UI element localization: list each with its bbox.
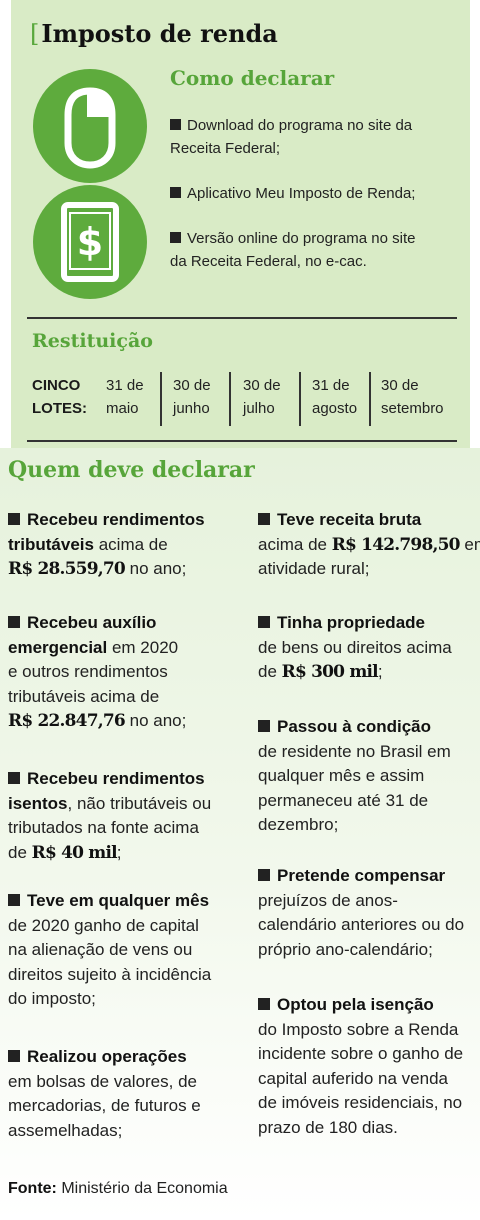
quem-deve-item: Passou à condição de residente no Brasil …	[258, 717, 451, 834]
bullet-square	[170, 232, 181, 243]
lote-4: 31 de agosto	[312, 377, 358, 417]
bullet-square	[258, 869, 270, 881]
divider	[27, 317, 457, 319]
como-declarar-heading: Como declarar	[170, 66, 335, 90]
declarar-item-aplicativo: Aplicativo Meu Imposto de Renda;	[170, 182, 445, 205]
quem-deve-item: Recebeu rendimentos tributáveis acima de R…	[8, 510, 205, 579]
quem-deve-item: Recebeu rendimentos isentos, não tributáv…	[8, 769, 212, 863]
bullet-square	[258, 720, 270, 732]
bullet-square	[8, 894, 20, 906]
lote-1: 31 de maio	[106, 377, 144, 417]
bullet-square	[170, 187, 181, 198]
declarar-item-online: Versão online do programa no site da Rec…	[170, 230, 416, 270]
lotes-label: CINCO LOTES:	[32, 377, 87, 417]
divider	[27, 440, 457, 442]
lote-separator	[229, 372, 231, 426]
declarar-item-download: Download do programa no site da Receita …	[170, 117, 413, 157]
bullet-square	[8, 616, 20, 628]
computer-mouse-icon	[33, 69, 147, 183]
lote-separator	[160, 372, 162, 426]
bullet-square	[8, 1050, 20, 1062]
quem-deve-item: Teve receita bruta acima de R$ 142.798,50…	[258, 510, 480, 578]
quem-deve-item: Teve em qualquer mês de 2020 ganho de cap…	[8, 891, 212, 1008]
bullet-square	[8, 513, 20, 525]
bullet-square	[258, 513, 270, 525]
page-title: [Imposto de renda	[30, 19, 278, 48]
source-note: Fonte: Ministério da Economia	[8, 1180, 228, 1197]
smartphone-dollar-icon: $	[33, 185, 147, 299]
lote-3: 30 de julho	[243, 377, 281, 417]
quem-deve-heading: Quem deve declarar	[8, 457, 255, 483]
quem-deve-item: Optou pela isenção do Imposto sobre a Ren…	[258, 995, 464, 1137]
quem-deve-item: Realizou operações em bolsas de valores, …	[8, 1047, 201, 1140]
lote-2: 30 de junho	[173, 377, 211, 417]
title-bracket: [	[30, 20, 40, 48]
bullet-square	[258, 616, 270, 628]
restituicao-heading: Restituição	[32, 330, 153, 352]
lote-5: 30 de setembro	[381, 377, 444, 417]
bullet-square	[170, 119, 181, 130]
svg-text:$: $	[77, 220, 103, 264]
bullet-square	[258, 998, 270, 1010]
bullet-square	[8, 772, 20, 784]
title-text: Imposto de renda	[41, 19, 278, 48]
lote-separator	[299, 372, 301, 426]
quem-deve-item: Tinha propriedade de bens ou direitos aci…	[258, 613, 452, 682]
quem-deve-panel	[0, 448, 480, 1220]
quem-deve-item: Recebeu auxílio emergencial em 2020 e outr…	[8, 613, 187, 731]
lote-separator	[369, 372, 371, 426]
quem-deve-item: Pretende compensar prejuízos de anos-cale…	[258, 866, 465, 959]
